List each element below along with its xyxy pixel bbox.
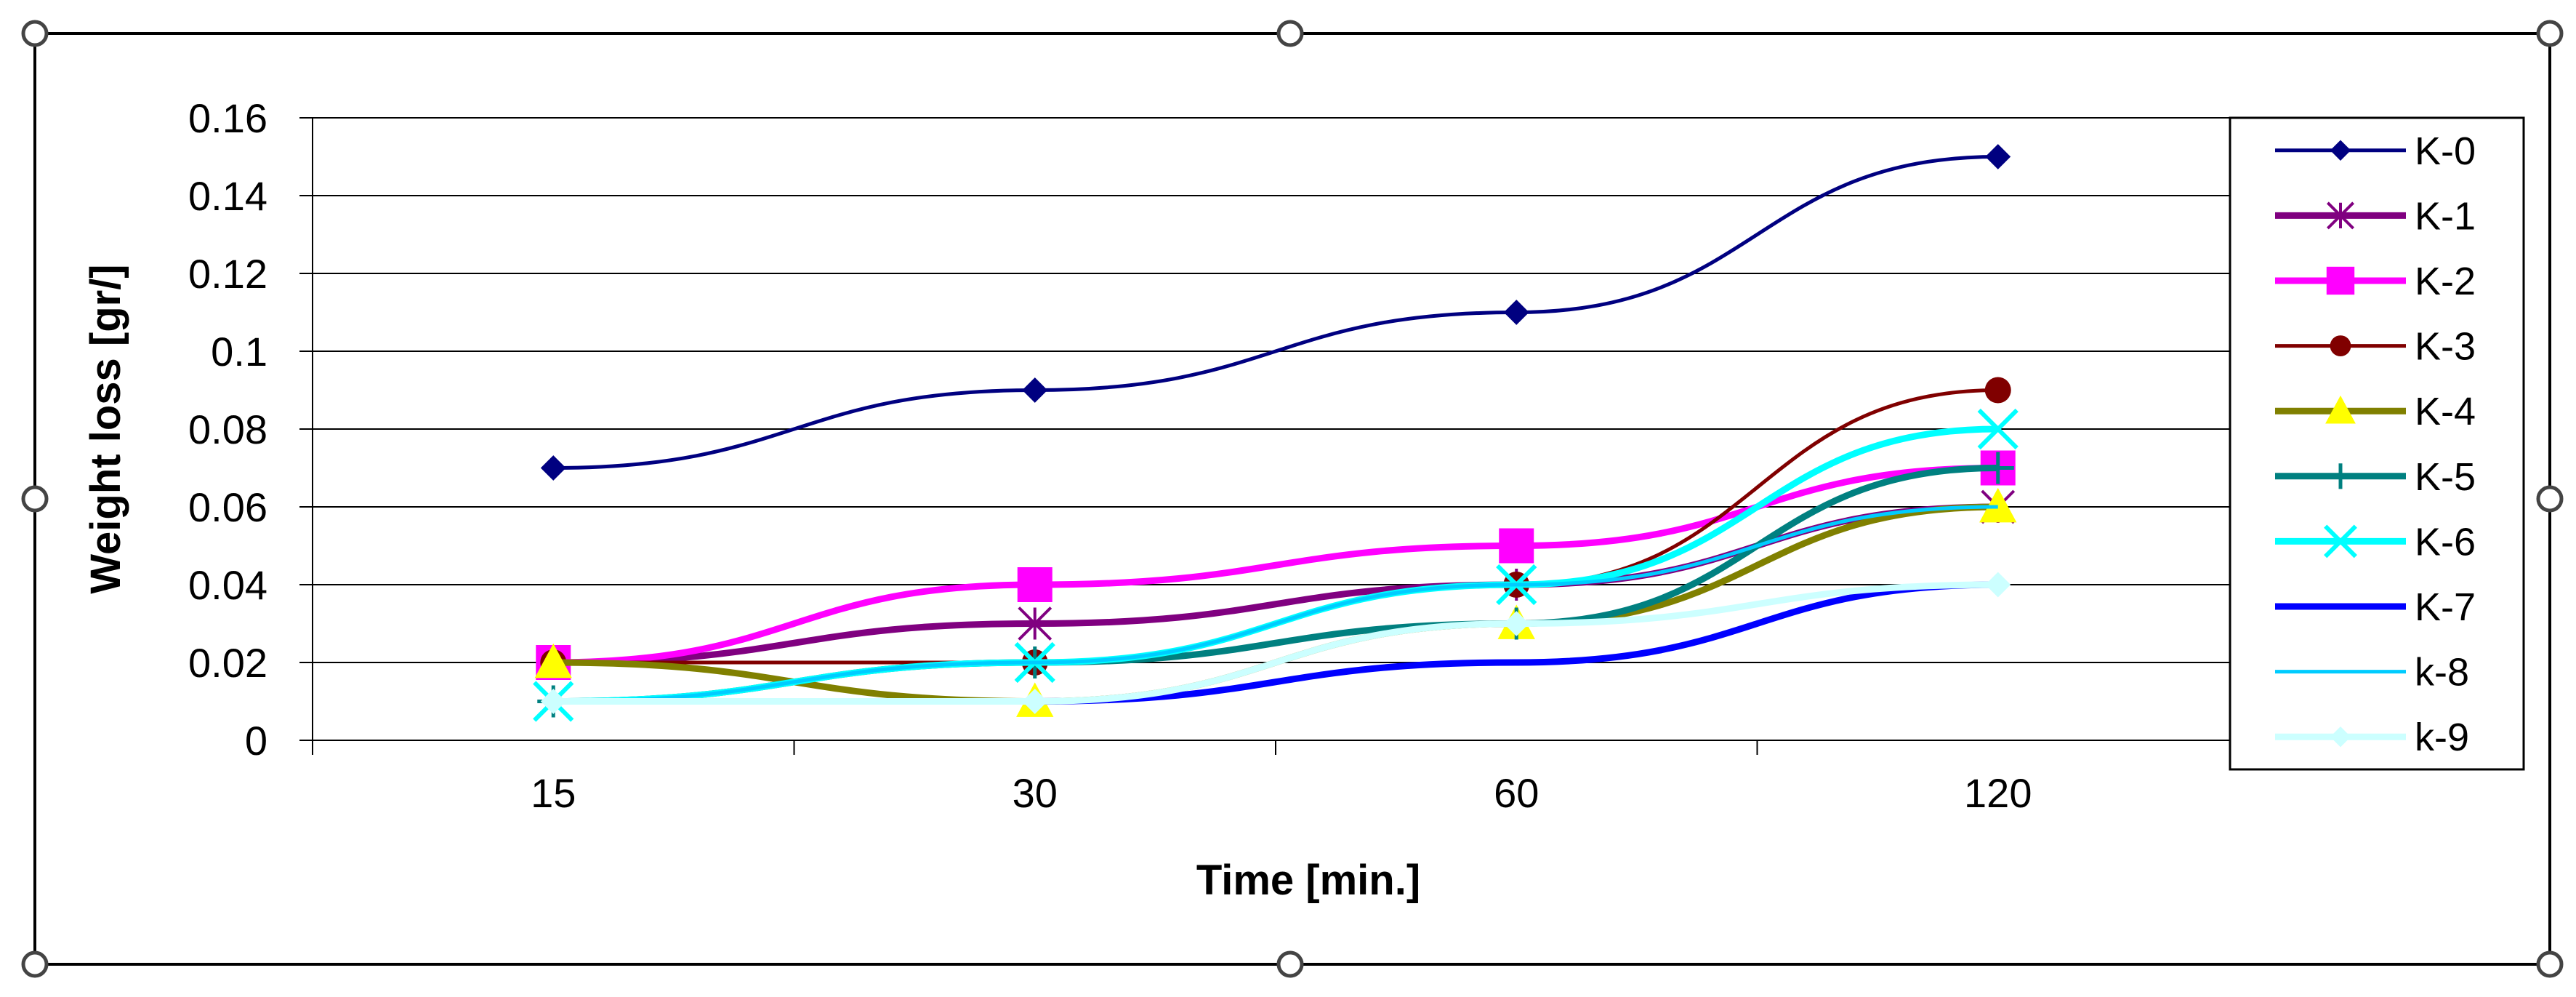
- legend-label: k-8: [2415, 651, 2469, 694]
- data-point: [1984, 377, 2011, 404]
- legend-marker: [2327, 463, 2354, 489]
- legend-item: K-4: [2275, 390, 2476, 433]
- series-line: [553, 581, 1998, 705]
- chart-frame[interactable]: [21, 20, 2564, 978]
- x-tick-label: 60: [1494, 770, 1539, 816]
- series-k-9: [540, 572, 2011, 714]
- y-tick-label: 0.08: [188, 407, 267, 452]
- x-tick-label: 15: [531, 770, 576, 816]
- resize-handle-bottom-right[interactable]: [2536, 950, 2564, 978]
- legend-label: K-0: [2415, 129, 2476, 173]
- y-tick-label: 0.16: [188, 95, 267, 141]
- y-tick-label: 0.12: [188, 251, 267, 297]
- legend-item: K-2: [2275, 260, 2476, 303]
- data-point: [1503, 611, 1529, 636]
- legend-label: K-4: [2415, 390, 2476, 433]
- series-K-0: [540, 144, 2011, 481]
- y-tick-label: 0.1: [211, 329, 267, 375]
- series-line: [553, 505, 1998, 703]
- legend-label: K-2: [2415, 260, 2476, 303]
- legend-box: [2229, 116, 2525, 771]
- data-point: [1022, 689, 1048, 714]
- legend-label: K-1: [2415, 194, 2476, 238]
- data-point: [1981, 452, 2014, 484]
- data-point: [540, 455, 566, 481]
- legend-item: K-6: [2275, 520, 2476, 564]
- data-point: [540, 689, 566, 714]
- legend-marker: [2330, 726, 2351, 748]
- legend: K-0 K-1 K-2 K-3 K-4 K-5 K-6 K-7 k-8 k-9: [2229, 116, 2525, 771]
- legend-item: k-8: [2275, 651, 2469, 694]
- x-tick-label: 120: [1964, 770, 2032, 816]
- resize-handle-middle-left[interactable]: [21, 485, 49, 513]
- legend-marker: [2330, 335, 2351, 356]
- x-tick-label: 30: [1013, 770, 1058, 816]
- resize-handle-middle-right[interactable]: [2536, 485, 2564, 513]
- resize-handle-top-right[interactable]: [2536, 20, 2564, 47]
- data-point: [1018, 606, 1052, 641]
- y-tick-label: 0.02: [188, 640, 267, 686]
- legend-marker: [2330, 140, 2351, 161]
- legend-marker: [2326, 201, 2355, 230]
- legend-marker: [2326, 266, 2355, 295]
- legend-item: K-1: [2275, 194, 2476, 238]
- series-k-8: [553, 505, 1998, 703]
- resize-handle-bottom-middle[interactable]: [1276, 950, 1304, 978]
- legend-item: K-3: [2275, 325, 2476, 369]
- resize-handle-top-middle[interactable]: [1276, 20, 1304, 47]
- data-point: [1017, 567, 1052, 602]
- resize-handle-bottom-left[interactable]: [21, 950, 49, 978]
- y-tick-label: 0.04: [188, 562, 267, 608]
- y-tick-label: 0.06: [188, 484, 267, 530]
- legend-marker: [2324, 524, 2357, 558]
- data-point: [1985, 144, 2011, 169]
- y-tick-label: 0.14: [188, 173, 267, 219]
- data-point: [1499, 528, 1534, 564]
- data-point: [1022, 377, 1048, 403]
- y-axis-title: Weight loss [gr/]: [82, 264, 129, 593]
- legend-label: K-7: [2415, 585, 2476, 629]
- data-point: [534, 643, 572, 678]
- data-point: [1977, 408, 2018, 450]
- chart-border: [33, 32, 2551, 966]
- legend-label: k-9: [2415, 716, 2469, 759]
- legend-item: k-9: [2275, 716, 2469, 759]
- legend-marker: [2325, 395, 2356, 424]
- resize-handle-top-left[interactable]: [21, 20, 49, 47]
- series-line: [553, 155, 1998, 470]
- legend-item: K-7: [2275, 585, 2476, 629]
- data-point: [1985, 572, 2011, 598]
- legend-item: K-5: [2275, 455, 2476, 499]
- plot-area: 0 0.02 0.04 0.06 0.08 0.1 0.12 0.14 0.16 15 30 60 12…: [188, 95, 2239, 816]
- legend-label: K-5: [2415, 455, 2476, 499]
- legend-label: K-6: [2415, 520, 2476, 564]
- data-point: [1503, 300, 1529, 325]
- y-tick-label: 0: [245, 718, 267, 764]
- legend-label: K-3: [2415, 325, 2476, 369]
- x-axis-title: Time [min.]: [1196, 857, 1420, 904]
- legend-item: K-0: [2275, 129, 2476, 173]
